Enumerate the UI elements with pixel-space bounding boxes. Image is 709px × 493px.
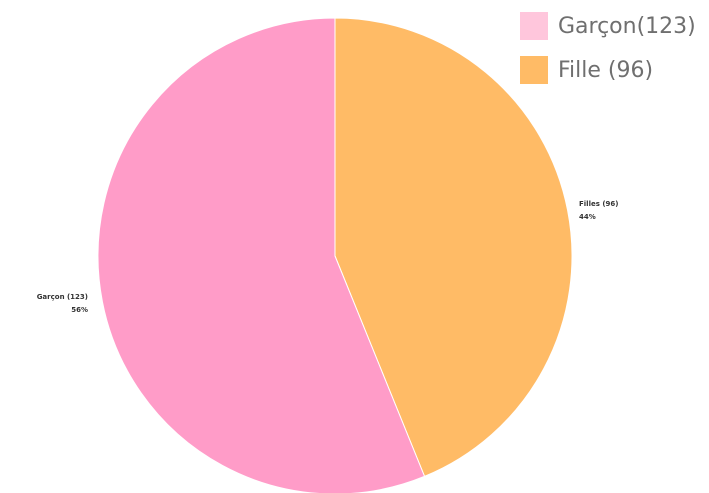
slice-percent-filles: 44% [579, 213, 596, 221]
slice-percent-garcon: 56% [71, 306, 88, 314]
chart-legend: Garçon(123) Fille (96) [520, 10, 696, 86]
slice-label-filles: Filles (96) [579, 200, 618, 208]
legend-swatch-fille [520, 56, 548, 84]
slice-label-garcon: Garçon (123) [37, 293, 88, 301]
legend-label-fille: Fille (96) [558, 57, 654, 83]
pie-slice-filles [334, 17, 573, 478]
legend-swatch-garcon [520, 12, 548, 40]
pie-slice-garcon [97, 17, 426, 493]
legend-item-fille: Fille (96) [520, 54, 696, 86]
legend-item-garcon: Garçon(123) [520, 10, 696, 42]
pie-slice-labels: Garçon (123) 56% Filles (96) 44% [37, 200, 619, 314]
pie-slices [97, 17, 573, 493]
legend-label-garcon: Garçon(123) [558, 13, 696, 39]
